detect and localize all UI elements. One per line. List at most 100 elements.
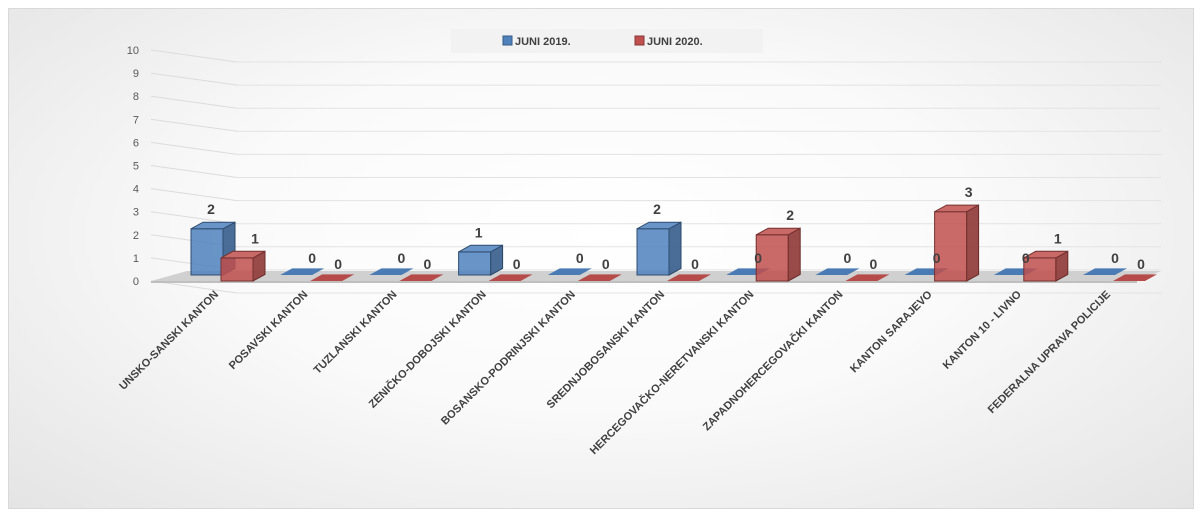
- bar-side: [668, 221, 682, 276]
- bar-front: [458, 251, 492, 276]
- bar-flat: [667, 274, 711, 281]
- data-label: 0: [602, 256, 610, 272]
- bar-flat: [488, 274, 533, 281]
- data-label: 0: [844, 250, 852, 266]
- bar: [755, 227, 801, 282]
- bar-top: [1023, 250, 1069, 259]
- data-label: 0: [398, 250, 406, 266]
- data-label: 0: [691, 256, 699, 272]
- gridlines: [150, 49, 1161, 294]
- bar: [845, 274, 890, 281]
- legend: JUNI 2019. JUNI 2020.: [451, 29, 763, 53]
- bar: [577, 274, 622, 281]
- legend-label-juni-2020: JUNI 2020.: [647, 36, 703, 48]
- bar-flat: [547, 268, 592, 275]
- bar-flat: [310, 274, 355, 281]
- data-label: 3: [965, 184, 973, 200]
- bar: [636, 221, 682, 276]
- x-tick-label: ZAPADNOHERCEGOVAČKI KANTON: [700, 288, 845, 433]
- y-tick-label: 6: [133, 137, 139, 149]
- bar: [815, 268, 860, 275]
- gridline-side: [150, 49, 238, 63]
- bar: [547, 268, 592, 275]
- bar-top: [755, 227, 801, 236]
- legend-swatch-juni-2019: [502, 35, 513, 46]
- bar: [667, 274, 711, 281]
- gridline-side: [150, 118, 238, 132]
- data-label: 2: [207, 201, 215, 217]
- bar-top: [220, 250, 266, 259]
- bar-flat: [1113, 274, 1157, 281]
- data-labels: 2 1 0 0 0 0 1 0 0 0 2 0 0 2 0 0 0 3 0 1 0 0: [207, 184, 1145, 272]
- data-label: 1: [251, 230, 259, 246]
- bar: [369, 268, 414, 275]
- data-label: 0: [1111, 250, 1119, 266]
- gridline-side: [150, 165, 238, 178]
- data-label: 2: [653, 201, 661, 217]
- data-label: 0: [754, 250, 762, 266]
- gridline-side: [150, 188, 238, 202]
- gridline-side: [150, 141, 238, 155]
- y-tick-label: 2: [133, 230, 139, 242]
- data-label: 1: [1054, 230, 1062, 246]
- bar-flat: [1083, 268, 1127, 275]
- gridline-side: [150, 72, 238, 86]
- x-tick-label: KANTON SARAJEVO: [848, 288, 935, 375]
- legend-swatch-juni-2020: [634, 35, 645, 46]
- data-label: 0: [424, 256, 432, 272]
- bar: [488, 274, 533, 281]
- floor-edge: [151, 281, 1137, 283]
- data-label: 0: [308, 250, 316, 266]
- bar-front: [636, 228, 670, 276]
- x-tick-label: KANTON 10 - LIVNO: [941, 288, 1024, 371]
- y-tick-label: 8: [133, 91, 139, 103]
- bar-flat: [369, 268, 414, 275]
- data-label: 0: [576, 250, 584, 266]
- y-tick-label: 0: [133, 276, 139, 288]
- bar-front: [755, 234, 789, 282]
- data-label: 2: [786, 207, 794, 223]
- bar-front: [190, 228, 224, 276]
- data-label: 0: [334, 256, 342, 272]
- bar-front: [220, 257, 254, 282]
- bar: [934, 204, 980, 282]
- bar-flat: [399, 274, 444, 281]
- legend-label-juni-2019: JUNI 2019.: [515, 36, 571, 48]
- bar: [399, 274, 444, 281]
- data-label: 0: [870, 256, 878, 272]
- y-tick-label: 3: [133, 207, 139, 219]
- x-tick-label: TUZLANSKI KANTON: [312, 289, 400, 377]
- bar: [1023, 250, 1069, 282]
- x-tick-label: HERCEGOVAČKO-NERETVANSKI KANTON: [587, 288, 756, 457]
- bar: [458, 244, 504, 276]
- bar-flat: [577, 274, 622, 281]
- x-axis: UNSKO-SANSKI KANTON POSAVSKI KANTON TUZLAN…: [117, 288, 1113, 457]
- bar-top: [636, 221, 682, 230]
- bar-flat: [845, 274, 890, 281]
- bar: [280, 268, 325, 275]
- y-tick-label: 10: [127, 45, 139, 57]
- y-tick-label: 4: [133, 184, 139, 196]
- data-label: 0: [1022, 250, 1030, 266]
- bars: [190, 204, 1157, 282]
- bar-top: [458, 244, 503, 253]
- bar-front: [934, 211, 968, 282]
- data-label: 0: [513, 256, 521, 272]
- x-tick-label: POSAVSKI KANTON: [227, 289, 310, 372]
- y-tick-label: 1: [133, 253, 139, 265]
- x-tick-label: UNSKO-SANSKI KANTON: [117, 289, 221, 393]
- bar-side: [966, 204, 980, 282]
- bar-top: [934, 204, 979, 213]
- bar-top: [190, 221, 236, 230]
- bar-flat: [280, 268, 325, 275]
- bar: [1083, 268, 1127, 275]
- bar: [310, 274, 355, 281]
- y-tick-label: 7: [133, 114, 139, 126]
- y-axis: 0 1 2 3 4 5 6 7 8 9 10: [127, 45, 139, 288]
- y-tick-label: 5: [133, 161, 139, 173]
- bar-side: [787, 227, 801, 282]
- data-label: 0: [1137, 256, 1145, 272]
- bar-flat: [815, 268, 860, 275]
